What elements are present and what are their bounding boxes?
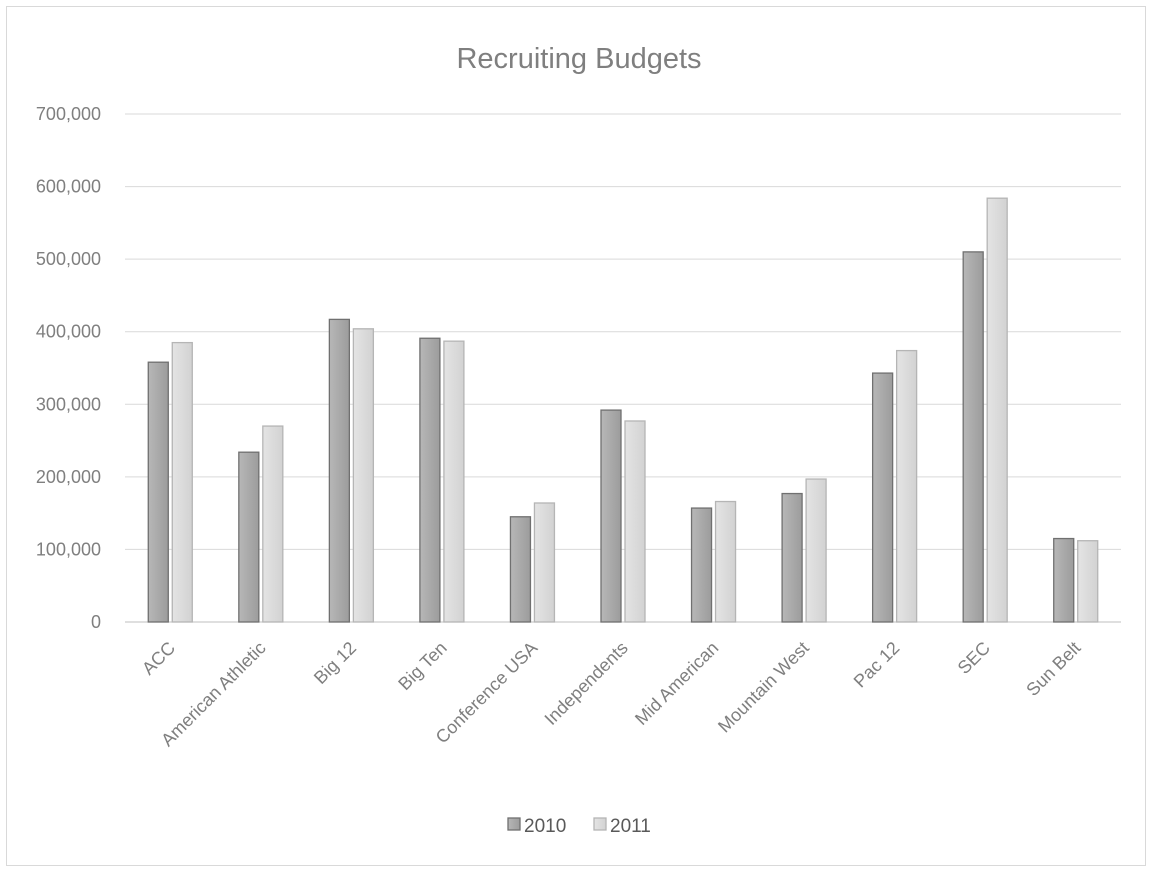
bar-2010: [509, 516, 532, 623]
bar-2010: [328, 318, 351, 623]
legend-label: 2011: [610, 816, 651, 837]
y-tick-label: 0: [91, 612, 101, 632]
bar-2010: [871, 372, 894, 623]
bar-2011: [624, 420, 646, 623]
bar-2010: [781, 492, 803, 623]
bar-2011: [714, 500, 737, 623]
y-tick-label: 500,000: [36, 249, 101, 269]
bar-2011: [986, 197, 1008, 623]
y-tick-label: 600,000: [36, 177, 101, 197]
legend-swatch-2011: [593, 817, 607, 831]
y-tick-label: 700,000: [36, 104, 101, 124]
bar-2010: [419, 337, 441, 623]
legend-label: 2010: [524, 816, 566, 837]
bar-2010: [600, 409, 622, 623]
x-tick-label: Independents: [541, 638, 632, 729]
bar-2011: [805, 478, 827, 623]
y-tick-label: 200,000: [36, 467, 101, 487]
y-tick-label: 300,000: [36, 394, 101, 414]
x-tick-label: Mid American: [631, 638, 722, 729]
x-tick-label: Mountain West: [714, 638, 813, 737]
x-tick-label: Big 12: [310, 638, 360, 688]
bar-2010: [962, 251, 984, 623]
y-tick-label: 100,000: [36, 539, 101, 559]
chart-title: Recruiting Budgets: [456, 43, 701, 75]
bar-2011: [262, 425, 284, 623]
bar-2010: [147, 361, 169, 623]
legend-swatch-2010: [507, 817, 521, 831]
y-tick-label: 400,000: [36, 322, 101, 342]
bar-2011: [443, 340, 465, 623]
bar-2010: [690, 507, 713, 623]
chart-area: [6, 6, 1146, 866]
bar-2011: [533, 502, 556, 623]
bar-2011: [895, 349, 918, 623]
x-tick-label: Big Ten: [394, 638, 450, 694]
legend: 2010 2011: [507, 816, 651, 837]
x-tick-label: ACC: [138, 638, 179, 679]
bar-2011: [171, 341, 193, 623]
x-tick-label: Pac 12: [850, 638, 904, 692]
bar-2011: [352, 328, 375, 623]
x-tick-label: SEC: [954, 638, 994, 678]
bar-2010: [1053, 537, 1075, 623]
x-tick-label: Sun Belt: [1022, 638, 1084, 700]
bar-2011: [1077, 540, 1099, 623]
bar-2010: [238, 451, 260, 623]
